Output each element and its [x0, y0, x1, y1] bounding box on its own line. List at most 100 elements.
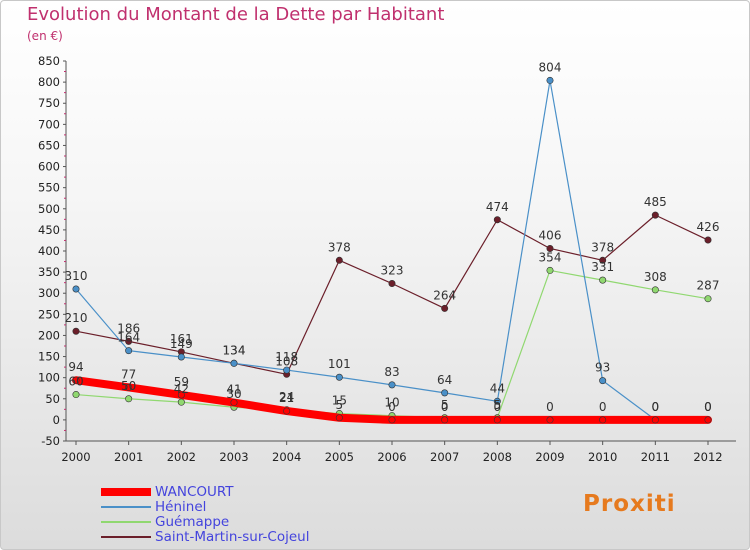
data-label: 134 — [223, 343, 246, 357]
data-label: 354 — [539, 250, 562, 264]
data-label: 0 — [494, 400, 502, 414]
data-label: 331 — [591, 260, 614, 274]
data-label: 310 — [65, 269, 88, 283]
data-point — [704, 236, 712, 244]
data-label: 108 — [275, 354, 298, 368]
y-tick-label: 500 — [38, 202, 60, 216]
data-point — [493, 416, 501, 424]
legend-label: WANCOURT — [155, 484, 234, 500]
legend-label: Saint-Martin-sur-Cojeul — [155, 529, 310, 545]
data-label: 41 — [226, 383, 241, 397]
y-tick-label: 50 — [45, 392, 60, 406]
data-point — [546, 266, 554, 274]
y-tick-label: -50 — [41, 434, 60, 448]
data-point — [72, 327, 80, 335]
data-label: 21 — [279, 391, 294, 405]
data-point — [441, 416, 449, 424]
y-tick-label: 600 — [38, 160, 60, 174]
data-label: 149 — [170, 337, 193, 351]
data-label: 485 — [644, 195, 667, 209]
data-label: 94 — [68, 360, 83, 374]
data-label: 308 — [644, 270, 667, 284]
x-tick-label: 2002 — [167, 450, 196, 464]
data-point — [599, 416, 607, 424]
data-point — [651, 286, 659, 294]
data-label: 0 — [652, 400, 660, 414]
data-point — [125, 383, 133, 391]
y-tick-label: 0 — [53, 413, 60, 427]
data-label: 5 — [336, 398, 344, 412]
y-tick-label: 150 — [38, 350, 60, 364]
x-tick-label: 2007 — [430, 450, 459, 464]
data-point — [388, 280, 396, 288]
data-label: 0 — [441, 400, 449, 414]
data-point — [72, 376, 80, 384]
data-label: 42 — [174, 382, 189, 396]
data-point — [546, 76, 554, 84]
data-label: 378 — [328, 240, 351, 254]
data-point — [335, 256, 343, 264]
data-label: 0 — [704, 400, 712, 414]
data-point — [546, 416, 554, 424]
data-label: 426 — [697, 220, 720, 234]
data-point — [177, 353, 185, 361]
x-tick-label: 2000 — [61, 450, 90, 464]
data-point — [177, 391, 185, 399]
data-point — [441, 389, 449, 397]
data-label: 24 — [279, 390, 294, 404]
y-tick-label: 250 — [38, 307, 60, 321]
data-label: 0 — [546, 400, 554, 414]
data-point — [599, 256, 607, 264]
data-point — [651, 211, 659, 219]
data-point — [388, 416, 396, 424]
data-point — [230, 359, 238, 367]
x-tick-label: 2009 — [535, 450, 564, 464]
x-tick-label: 2003 — [219, 450, 248, 464]
data-label: 77 — [121, 367, 136, 381]
data-point — [335, 373, 343, 381]
y-tick-label: 750 — [38, 96, 60, 110]
data-label: 15 — [332, 394, 347, 408]
x-tick-label: 2006 — [377, 450, 406, 464]
y-tick-label: 200 — [38, 328, 60, 342]
data-label: 93 — [595, 361, 610, 375]
y-tick-label: 350 — [38, 265, 60, 279]
data-label: 164 — [117, 331, 140, 345]
data-point — [283, 366, 291, 374]
x-tick-label: 2010 — [588, 450, 617, 464]
data-label: 44 — [490, 381, 505, 395]
y-tick-label: 550 — [38, 181, 60, 195]
data-label: 60 — [68, 375, 83, 389]
data-point — [546, 244, 554, 252]
data-label: 186 — [117, 321, 140, 335]
y-tick-label: 300 — [38, 286, 60, 300]
legend-swatch — [101, 536, 151, 538]
data-label: 5 — [441, 398, 449, 412]
x-tick-label: 2004 — [272, 450, 301, 464]
y-tick-label: 800 — [38, 75, 60, 89]
y-tick-label: 400 — [38, 244, 60, 258]
data-label: 378 — [591, 240, 614, 254]
chart-subtitle: (en €) — [27, 29, 63, 43]
data-label: 323 — [381, 264, 404, 278]
data-point — [704, 295, 712, 303]
data-label: 134 — [223, 343, 246, 357]
data-label: 0 — [599, 400, 607, 414]
data-labels: 2101861611341083783232644744063784854266… — [65, 60, 720, 413]
data-point — [125, 337, 133, 345]
y-tick-label: 450 — [38, 223, 60, 237]
data-label: 64 — [437, 373, 452, 387]
legend-label: Guémappe — [155, 514, 230, 530]
data-label: 10 — [384, 396, 399, 410]
data-point — [177, 398, 185, 406]
data-label: 0 — [388, 400, 396, 414]
data-label: 118 — [275, 350, 298, 364]
data-point — [704, 416, 712, 424]
chart-title: Evolution du Montant de la Dette par Hab… — [27, 4, 445, 25]
y-tick-label: 650 — [38, 138, 60, 152]
x-tick-label: 2011 — [641, 450, 670, 464]
y-tick-label: 100 — [38, 371, 60, 385]
data-label: 50 — [121, 379, 136, 393]
